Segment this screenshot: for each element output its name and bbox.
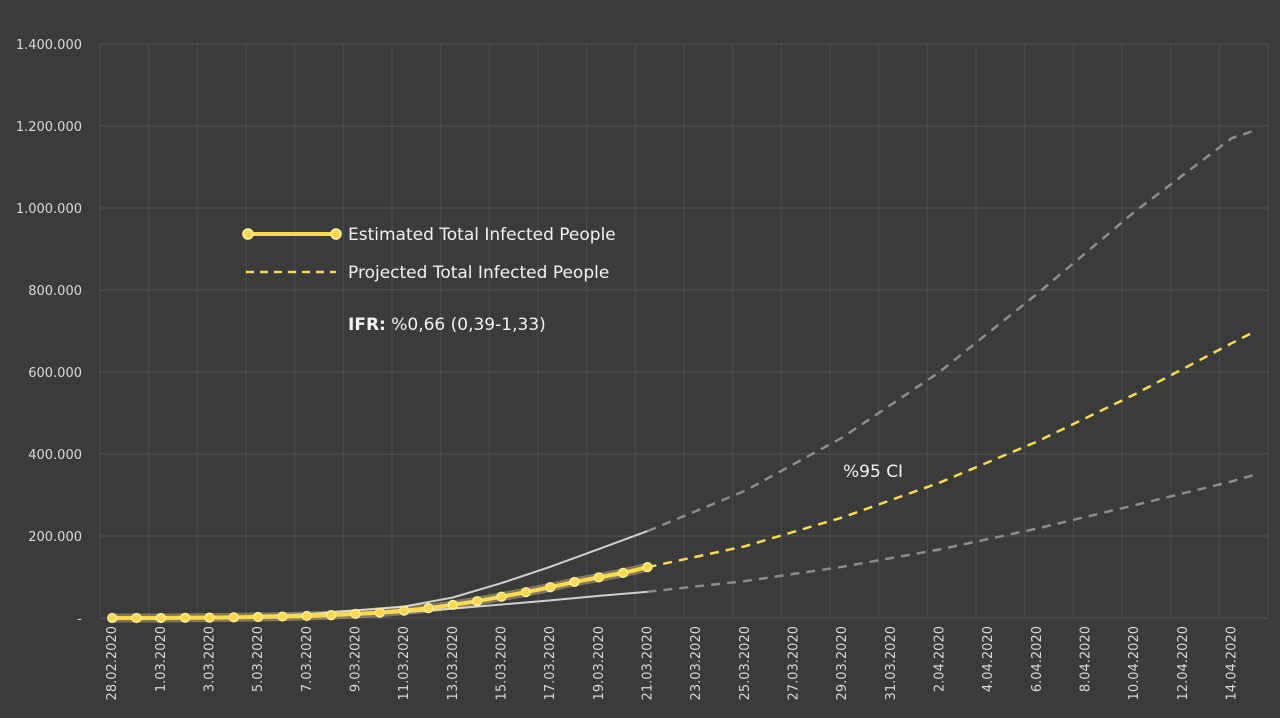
x-tick-label: 29.03.2020 xyxy=(835,626,850,700)
x-tick-label: 28.02.2020 xyxy=(105,626,120,700)
estimated-infected-point xyxy=(545,582,556,593)
x-tick-label: 2.04.2020 xyxy=(933,626,948,692)
ifr-value: %0,66 (0,39-1,33) xyxy=(391,315,546,335)
ifr-label: IFR: xyxy=(348,315,386,335)
projected-infected-line xyxy=(647,329,1257,569)
legend-marker-estimated-left xyxy=(242,228,254,240)
estimated-infected-point xyxy=(155,612,166,624)
legend: Estimated Total Infected People Projecte… xyxy=(242,225,616,283)
series xyxy=(107,128,1257,624)
estimated-infected-point xyxy=(350,608,361,620)
estimated-infected-point xyxy=(277,611,288,622)
x-tick-label: 14.04.2020 xyxy=(1225,626,1240,700)
x-tick-label: 9.03.2020 xyxy=(349,626,364,692)
estimated-infected-point xyxy=(520,587,531,598)
y-tick-label: 400.000 xyxy=(28,448,82,463)
x-tick-label: 12.04.2020 xyxy=(1176,626,1191,700)
x-tick-label: 5.03.2020 xyxy=(251,626,266,692)
x-tick-label: 1.03.2020 xyxy=(154,626,169,692)
x-tick-label: 11.03.2020 xyxy=(397,626,412,700)
y-tick-label: 1.400.000 xyxy=(16,38,82,53)
x-tick-label: 19.03.2020 xyxy=(592,626,607,700)
estimated-infected-point xyxy=(326,610,337,621)
estimated-infected-point xyxy=(447,599,458,610)
estimated-infected-point xyxy=(301,610,312,622)
x-tick-label: 3.03.2020 xyxy=(203,626,218,692)
x-axis-ticks: 28.02.2020 1.03.2020 3.03.2020 5.03.2020 7.0… xyxy=(105,626,1239,700)
x-tick-label: 15.03.2020 xyxy=(495,626,510,700)
x-tick-label: 13.03.2020 xyxy=(446,626,461,700)
y-tick-label: 200.000 xyxy=(28,530,82,545)
estimated-infected-point xyxy=(472,596,483,607)
x-tick-label: 31.03.2020 xyxy=(884,626,899,700)
y-axis-ticks: - 200.000 400.000 600.000 800.000 1.000.000 1.… xyxy=(16,38,82,627)
x-tick-label: 8.04.2020 xyxy=(1079,626,1094,692)
estimated-infected-point xyxy=(423,603,434,614)
legend-label-projected: Projected Total Infected People xyxy=(348,263,609,283)
y-tick-label: 800.000 xyxy=(28,284,82,299)
grid xyxy=(99,43,1269,619)
x-tick-label: 23.03.2020 xyxy=(689,626,704,700)
x-tick-label: 7.03.2020 xyxy=(300,626,315,692)
estimated-infected-point xyxy=(374,607,385,618)
estimated-infected-point xyxy=(569,576,580,588)
estimated-infected-point xyxy=(642,562,653,573)
estimated-infected-point xyxy=(593,572,604,583)
estimated-infected-point xyxy=(107,612,118,624)
x-tick-label: 10.04.2020 xyxy=(1127,626,1142,700)
estimated-infected-point xyxy=(204,612,215,623)
legend-label-estimated: Estimated Total Infected People xyxy=(348,225,616,245)
y-tick-label: 1.000.000 xyxy=(16,202,82,217)
x-tick-label: 17.03.2020 xyxy=(543,626,558,700)
ci-annotation: %95 CI xyxy=(843,462,903,482)
x-tick-label: 6.04.2020 xyxy=(1030,626,1045,692)
y-tick-label: - xyxy=(77,612,82,627)
estimated-infected-point xyxy=(253,611,264,623)
x-tick-label: 27.03.2020 xyxy=(787,626,802,700)
ifr-annotation: IFR: %0,66 (0,39-1,33) xyxy=(348,315,546,335)
estimated-infected-point xyxy=(399,605,410,616)
legend-marker-estimated-right xyxy=(330,228,342,240)
estimated-infected-point xyxy=(180,612,191,623)
estimated-infected-point xyxy=(131,612,142,624)
x-tick-label: 25.03.2020 xyxy=(738,626,753,700)
y-tick-label: 1.200.000 xyxy=(16,120,82,135)
estimated-infected-point xyxy=(496,591,507,602)
x-tick-label: 4.04.2020 xyxy=(981,626,996,692)
x-tick-label: 21.03.2020 xyxy=(641,626,656,700)
estimated-infected-point xyxy=(228,612,239,623)
estimated-infected-point xyxy=(618,567,629,579)
y-tick-label: 600.000 xyxy=(28,366,82,381)
ci-projected-line xyxy=(647,473,1257,594)
